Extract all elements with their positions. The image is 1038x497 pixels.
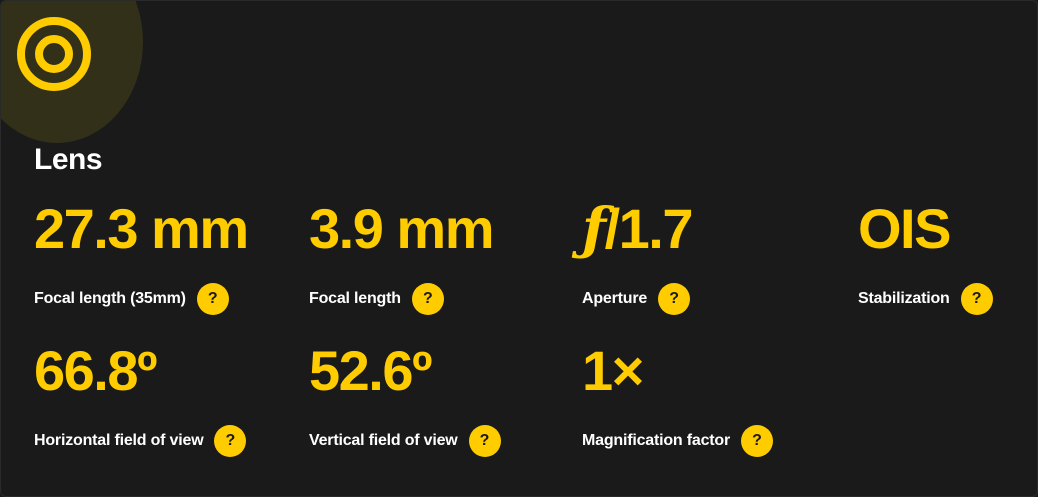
spec-label: Stabilization [858, 290, 950, 307]
help-button[interactable]: ? [960, 283, 993, 315]
spec-label: Horizontal field of view [34, 432, 204, 449]
spec-label: Magnification factor [582, 432, 731, 449]
spec-label-row: Stabilization ? [858, 283, 993, 315]
spec-value: 66.8º [34, 339, 157, 402]
help-button[interactable]: ? [468, 425, 501, 457]
spec-focal-length: 3.9 mm Focal length ? [309, 197, 495, 315]
spec-label: Focal length [309, 290, 401, 307]
help-button[interactable]: ? [196, 283, 229, 315]
spec-label: Vertical field of view [309, 432, 458, 449]
spec-value: 1× [582, 339, 644, 402]
section-title: Lens [34, 143, 103, 176]
lens-icon [17, 17, 91, 91]
help-button[interactable]: ? [658, 283, 691, 315]
spec-value: ƒ/1.7 [582, 201, 694, 258]
spec-label-row: Magnification factor ? [582, 425, 774, 457]
help-button[interactable]: ? [214, 425, 247, 457]
spec-stabilization: OIS Stabilization ? [858, 197, 993, 315]
help-button[interactable]: ? [411, 283, 444, 315]
spec-aperture: ƒ/1.7 Aperture ? [582, 201, 694, 315]
spec-label: Focal length (35mm) [34, 290, 186, 307]
spec-horizontal-fov: 66.8º Horizontal field of view ? [34, 339, 247, 457]
spec-value: 3.9 mm [309, 197, 495, 260]
spec-label-row: Vertical field of view ? [309, 425, 501, 457]
spec-value: 27.3 mm [34, 197, 249, 260]
spec-vertical-fov: 52.6º Vertical field of view ? [309, 339, 501, 457]
spec-label-row: Aperture ? [582, 283, 691, 315]
spec-label-row: Horizontal field of view ? [34, 425, 247, 457]
aperture-f-symbol: ƒ [582, 196, 606, 262]
aperture-number: /1.7 [604, 197, 694, 260]
spec-value: OIS [858, 197, 951, 260]
spec-label-row: Focal length (35mm) ? [34, 283, 229, 315]
spec-label-row: Focal length ? [309, 283, 444, 315]
spec-magnification: 1× Magnification factor ? [582, 339, 774, 457]
help-button[interactable]: ? [741, 425, 774, 457]
spec-label: Aperture [582, 290, 648, 307]
spec-value: 52.6º [309, 339, 432, 402]
spec-focal-length-35mm: 27.3 mm Focal length (35mm) ? [34, 197, 249, 315]
